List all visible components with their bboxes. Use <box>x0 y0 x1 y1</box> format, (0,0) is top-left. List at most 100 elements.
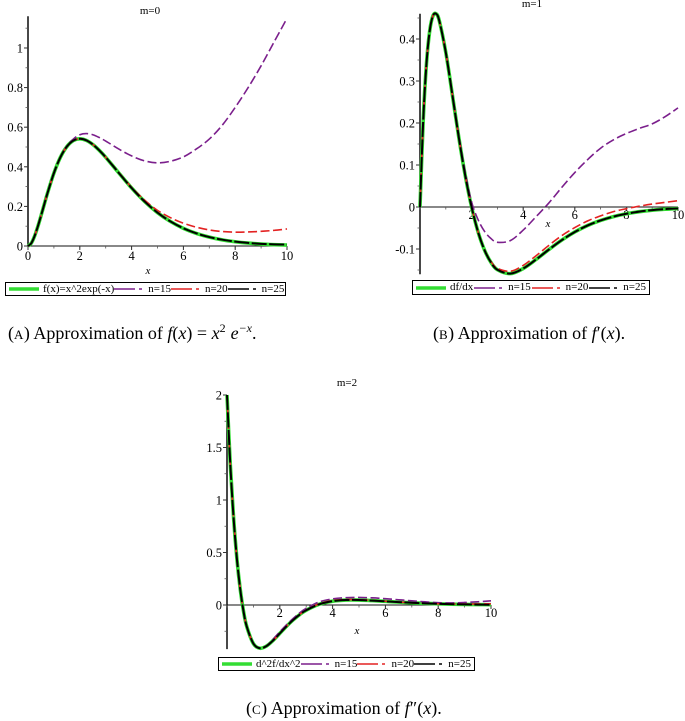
legend-item-n20: n=20 <box>531 281 589 293</box>
legend-line-green <box>222 660 252 668</box>
math-paren: ( <box>417 698 424 718</box>
caption-tag-open: ( <box>8 323 14 343</box>
legend-m1: df/dx n=15 n=20 n=25 <box>412 280 650 295</box>
y-tick-label: 0.1 <box>399 159 415 173</box>
legend-line-icon <box>414 663 443 665</box>
legend-label: n=25 <box>448 657 471 670</box>
math-period: . <box>437 698 442 718</box>
x-tick-label: 0 <box>25 249 31 263</box>
chart-m1: -0.100.10.20.30.42 4 6 8 10m=1x <box>395 0 684 276</box>
series-line <box>26 137 288 248</box>
caption-tag-close: ) <box>23 323 30 343</box>
caption-text: Approximation of <box>457 323 588 343</box>
legend-line-icon <box>9 287 39 291</box>
caption-tag-letter: B <box>439 327 449 342</box>
legend-line-icon <box>531 286 560 289</box>
legend-line-purple <box>474 284 504 292</box>
x-tick-label: 2 <box>468 208 474 222</box>
caption-tag-open: ( <box>246 698 252 718</box>
legend-label: n=15 <box>334 657 358 670</box>
series-group <box>418 11 679 276</box>
chart-title: m=2 <box>337 377 357 389</box>
series-group <box>26 17 288 248</box>
caption-a: (A) Approximation of f(x) = x2 e−x. <box>8 322 257 346</box>
x-tick-label: 10 <box>485 606 498 620</box>
x-tick-label: 6 <box>180 249 186 263</box>
y-tick-label: 0 <box>216 599 222 613</box>
legend-line-icon <box>589 286 618 289</box>
legend-item-n15: n=15 <box>300 657 358 670</box>
legend-m0: f(x)=x^2exp(-x) n=15 n=20 n=25 <box>5 282 286 296</box>
math-paren: ) <box>431 698 438 718</box>
legend-label: n=15 <box>508 281 531 293</box>
legend-line-icon <box>170 288 199 290</box>
legend-line-icon <box>300 663 329 665</box>
legend-item-n15: n=15 <box>474 282 531 293</box>
series-line <box>226 394 492 650</box>
math-equals: ) = <box>186 323 212 343</box>
math-e: e <box>230 323 239 343</box>
legend-line-icon <box>416 285 446 290</box>
math-exponent: 2 <box>219 321 226 335</box>
legend-item-exact: df/dx <box>416 282 473 293</box>
chart-title: m=0 <box>140 5 161 17</box>
caption-text: Approximation of <box>270 698 401 718</box>
legend-label: f(x)=x^2exp(-x) <box>43 282 115 295</box>
axes: 00.20.40.60.810 2 4 6 8 10 <box>7 16 293 263</box>
math-paren: ( <box>172 323 179 343</box>
legend-line-purple <box>114 285 144 293</box>
x-tick-label: 6 <box>572 208 578 222</box>
y-tick-label: 2 <box>216 389 222 403</box>
legend-item-exact: d^2f/dx^2 <box>222 658 301 670</box>
x-axis-label: x <box>545 218 551 230</box>
x-tick-label: 8 <box>435 606 441 620</box>
chart-m0: 00.20.40.60.810 2 4 6 8 10m=0x <box>7 5 293 277</box>
legend-line-icon <box>474 286 503 289</box>
legend-line-red <box>531 284 562 292</box>
legend-item-n25: n=25 <box>589 282 646 293</box>
legend-item-n15: n=15 <box>114 282 171 295</box>
math-f: f <box>404 698 410 718</box>
legend-line-red <box>170 285 201 293</box>
legend-line-black <box>589 284 619 292</box>
legend-m2: d^2f/dx^2 n=15 n=20 n=25 <box>218 657 475 671</box>
chart-title: m=1 <box>522 0 542 10</box>
series-line <box>418 11 679 276</box>
math-x: x <box>606 323 615 343</box>
legend-item-n25: n=25 <box>227 283 284 295</box>
legend-label: n=20 <box>565 281 589 293</box>
math-x: x <box>178 323 187 343</box>
legend-item-exact: f(x)=x^2exp(-x) <box>9 282 115 295</box>
caption-b: (B) Approximation of f′(x). <box>433 322 625 346</box>
legend-label: n=20 <box>391 657 415 670</box>
caption-tag-close: ) <box>261 698 268 718</box>
series-line <box>225 394 492 651</box>
y-tick-label: 0.3 <box>399 75 415 89</box>
math-paren: ) <box>614 323 621 343</box>
legend-line-icon <box>222 662 252 666</box>
legend-label: n=15 <box>148 282 171 295</box>
y-tick-label: 1.5 <box>206 441 222 455</box>
series-line <box>27 137 288 247</box>
y-tick-label: -0.1 <box>395 243 415 257</box>
axes: -0.100.10.20.30.42 4 6 8 10 <box>395 13 684 275</box>
math-prime: ′ <box>596 323 601 343</box>
chart-m2: 0 0.5 1 1.5 2 2 4 6 8 10 m=2 x <box>206 377 497 651</box>
axes: 0 0.5 1 1.5 2 2 4 6 8 10 <box>206 389 497 650</box>
legend-item-n20: n=20 <box>170 283 228 295</box>
math-exponent: −x <box>238 321 252 335</box>
legend-line-red <box>357 660 387 668</box>
legend-line-icon <box>227 288 256 290</box>
x-tick-label: 2 <box>77 249 83 263</box>
math-double-prime: ″ <box>409 698 418 718</box>
legend-label: df/dx <box>450 281 474 293</box>
y-tick-label: 0.2 <box>399 117 415 131</box>
y-tick-label: 0.4 <box>7 160 23 174</box>
math-x: x <box>211 323 220 343</box>
legend-label: n=25 <box>623 281 646 293</box>
legend-line-icon <box>357 663 386 665</box>
y-tick-label: 1 <box>17 41 23 55</box>
caption-text: Approximation of <box>33 323 163 343</box>
y-tick-label: 1 <box>216 494 222 508</box>
